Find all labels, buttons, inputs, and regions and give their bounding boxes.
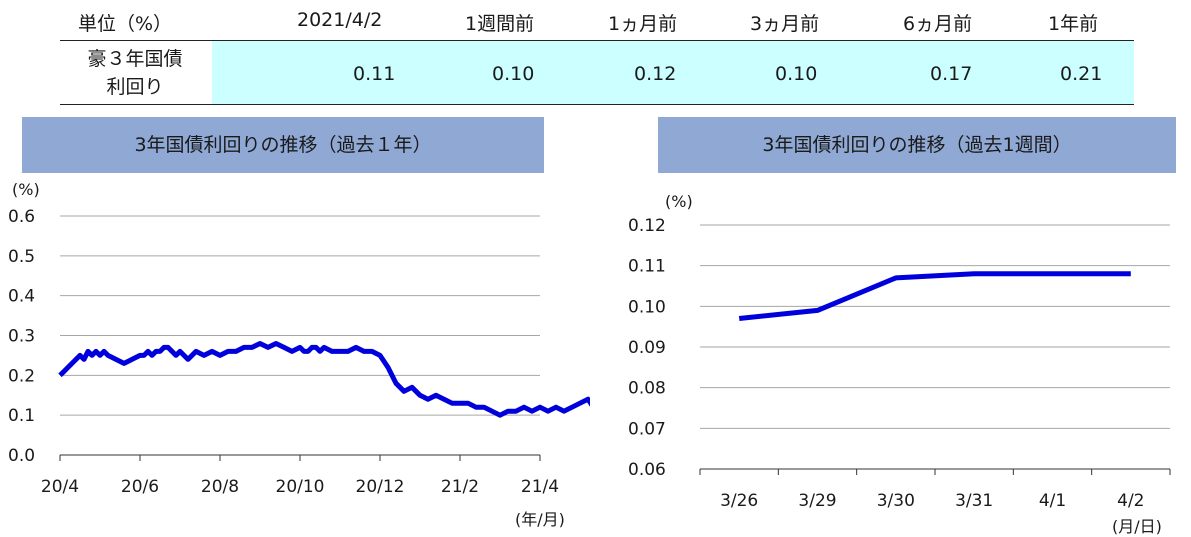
chart-1y: 0.0 0.1 0.2 0.3 0.4 0.5 0.6 20/4 20/6 20/8 20/10 20… <box>8 180 590 529</box>
value-1w: 0.10 <box>492 63 535 85</box>
x-tick-label: 20/8 <box>201 477 239 497</box>
value-6m: 0.17 <box>930 63 973 85</box>
yield-summary-table: 単位（%） 2021/4/2 1週間前 1ヵ月前 3ヵ月前 6ヵ月前 1年前 豪… <box>60 4 1134 105</box>
x-axis-unit: (年/月) <box>515 510 565 529</box>
col-header-1y: 1年前 <box>1048 13 1099 35</box>
x-tick-label: 21/2 <box>441 477 479 497</box>
chart-1y-title: 3年国債利回りの推移（過去１年） <box>22 117 544 173</box>
col-header-6m: 6ヵ月前 <box>903 13 973 35</box>
x-tick-label: 20/4 <box>41 477 79 497</box>
x-tick-label: 3/31 <box>955 491 993 511</box>
value-1m: 0.12 <box>634 63 677 85</box>
y-tick-label: 0.08 <box>628 379 666 399</box>
x-tick-label: 4/1 <box>1039 491 1066 511</box>
x-tick-label: 3/26 <box>720 491 758 511</box>
y-tick-label: 0.0 <box>8 446 35 466</box>
col-header-1m: 1ヵ月前 <box>608 13 678 35</box>
value-current: 0.11 <box>353 63 396 85</box>
y-tick-label: 0.07 <box>628 419 666 439</box>
row-label-line2: 利回り <box>106 76 164 98</box>
yield-series-line <box>58 341 590 418</box>
y-axis-unit: (%) <box>665 192 693 211</box>
table-row: 豪３年国債 利回り 0.11 0.10 0.12 0.10 0.17 0.21 <box>60 41 1134 105</box>
col-header-1w: 1週間前 <box>465 13 535 35</box>
col-header-3m: 3ヵ月前 <box>750 13 820 35</box>
chart-1w: 0.06 0.07 0.08 0.09 0.10 0.11 0.12 3/26 3/29 3/30… <box>628 192 1171 536</box>
yield-series-line <box>738 271 1131 321</box>
y-tick-label: 0.3 <box>8 327 35 347</box>
unit-label: 単位（%） <box>78 13 173 35</box>
y-tick-label: 0.11 <box>628 257 666 277</box>
x-tick-label: 20/6 <box>121 477 159 497</box>
x-tick-label: 3/30 <box>877 491 915 511</box>
x-tick-label: 21/4 <box>521 477 559 497</box>
y-tick-label: 0.1 <box>8 406 35 426</box>
x-tick-label: 20/12 <box>356 477 405 497</box>
chart-1w-title: 3年国債利回りの推移（過去1週間） <box>658 117 1176 173</box>
y-tick-label: 0.09 <box>628 338 666 358</box>
value-1y: 0.21 <box>1060 63 1103 85</box>
y-tick-label: 0.5 <box>8 247 35 267</box>
y-tick-label: 0.4 <box>8 287 35 307</box>
x-tick-label: 3/29 <box>798 491 836 511</box>
y-tick-label: 0.12 <box>628 216 666 236</box>
value-3m: 0.10 <box>775 63 818 85</box>
y-axis-unit: (%) <box>12 180 40 199</box>
y-tick-label: 0.10 <box>628 297 666 317</box>
value-highlight-band <box>212 41 1134 104</box>
row-label: 豪３年国債 利回り <box>60 45 210 101</box>
col-header-current: 2021/4/2 <box>297 9 383 31</box>
y-tick-label: 0.2 <box>8 366 35 386</box>
y-tick-label: 0.6 <box>8 207 35 227</box>
table-header-row: 単位（%） 2021/4/2 1週間前 1ヵ月前 3ヵ月前 6ヵ月前 1年前 <box>60 4 1134 41</box>
y-tick-label: 0.06 <box>628 460 666 480</box>
row-label-line1: 豪３年国債 <box>87 48 183 70</box>
x-tick-label: 4/2 <box>1117 491 1144 511</box>
x-tick-label: 20/10 <box>276 477 325 497</box>
x-axis-unit: (月/日) <box>1112 517 1162 536</box>
